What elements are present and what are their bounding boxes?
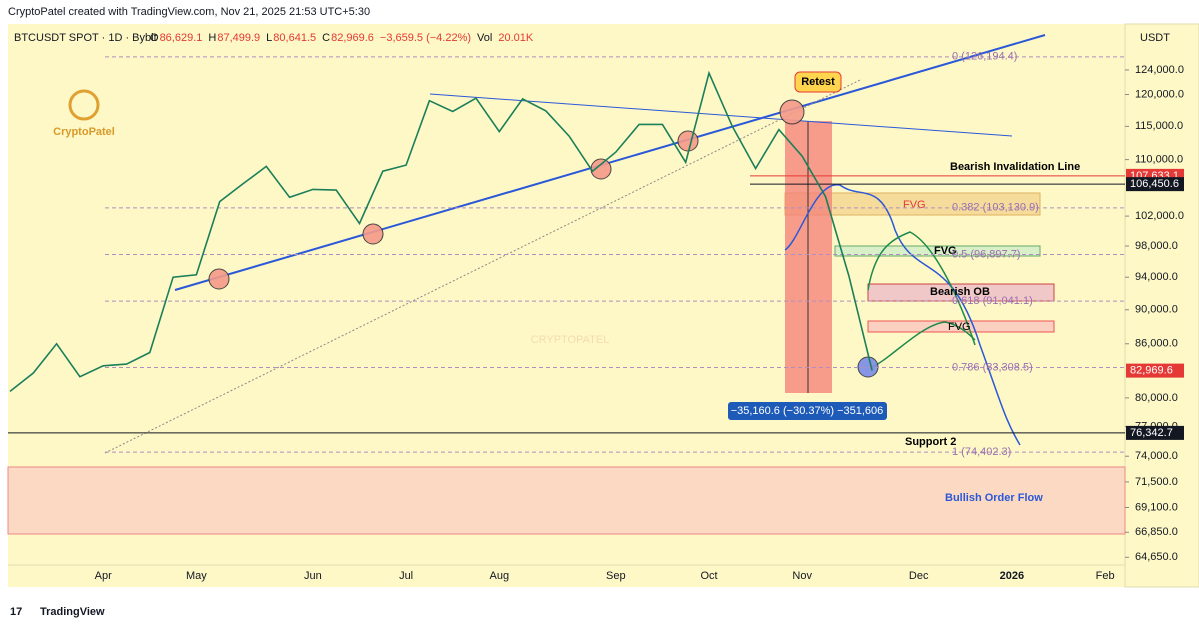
x-tick-label: Jul xyxy=(399,570,413,582)
marker-circle xyxy=(857,356,879,378)
fib-label: 0.5 (96,897.7) xyxy=(952,248,1021,260)
x-tick-label: Apr xyxy=(95,570,112,582)
y-tick-label: 71,500.0 xyxy=(1135,476,1178,488)
y-tick-label: 94,000.0 xyxy=(1135,271,1178,283)
y-tick-label: 74,000.0 xyxy=(1135,450,1178,462)
marker-circle xyxy=(677,130,699,152)
x-tick-label: Oct xyxy=(700,570,717,582)
annotation: FVG xyxy=(903,199,926,211)
fib-label: 0.786 (83,308.5) xyxy=(952,361,1033,373)
annotation: Retest xyxy=(801,76,835,88)
ohlc-part: 87,499.9 xyxy=(217,32,260,44)
price-tag xyxy=(1126,177,1184,192)
ohlc-part: Vol xyxy=(477,32,492,44)
footer-icon: 17 xyxy=(10,606,22,618)
y-tick-label: 120,000.0 xyxy=(1135,88,1184,100)
ohlc-part: 82,969.6 xyxy=(331,32,374,44)
annotation: Bullish Order Flow xyxy=(945,492,1043,504)
annotation: Bearish OB xyxy=(930,286,990,298)
x-tick-label: Dec xyxy=(909,570,929,582)
y-tick-label: 115,000.0 xyxy=(1135,120,1183,132)
fib-label: 1 (74,402.3) xyxy=(952,446,1011,458)
ohlc-part: 80,641.5 xyxy=(273,32,316,44)
y-tick-label: 98,000.0 xyxy=(1135,240,1178,252)
y-tick-label: 110,000.0 xyxy=(1135,153,1183,165)
fib-label: 0.618 (91,041.1) xyxy=(952,295,1033,307)
fib-label: 0.382 (103,130.9) xyxy=(952,202,1039,214)
marker-circle xyxy=(362,223,384,245)
price-tag-label: 106,450.6 xyxy=(1130,178,1179,190)
x-tick-label: 2026 xyxy=(1000,570,1024,582)
currency: USDT xyxy=(1140,32,1170,44)
price-tag xyxy=(1126,425,1184,440)
trendline xyxy=(174,34,1046,291)
annotation: Bearish Invalidation Line xyxy=(950,161,1080,173)
x-tick-label: Jun xyxy=(304,570,322,582)
price-axis xyxy=(1124,23,1199,588)
price-line xyxy=(9,70,873,393)
projection xyxy=(869,321,976,369)
price-tag xyxy=(1126,363,1184,378)
y-tick-label: 66,850.0 xyxy=(1135,526,1178,538)
fib-label: 0 (126,194.4) xyxy=(952,51,1017,63)
price-tag-label: 76,342.7 xyxy=(1130,427,1173,439)
projection xyxy=(867,231,976,346)
annotation: FVG xyxy=(948,321,971,333)
x-tick-label: Nov xyxy=(792,570,812,582)
retest-box xyxy=(794,71,842,93)
annotation: Support 2 xyxy=(905,436,956,448)
y-tick-label: 90,000.0 xyxy=(1135,304,1178,316)
footer-logo: TradingView xyxy=(40,606,105,618)
bullish-zone xyxy=(7,466,1126,535)
price-tag-label: 82,969.6 xyxy=(1130,365,1173,377)
ohlc-part: L xyxy=(266,32,272,44)
ohlc-part: 20.01K xyxy=(498,32,534,44)
trendline xyxy=(104,79,861,454)
ohlc-part: −3,659.5 (−4.22%) xyxy=(380,32,471,44)
footer-bar xyxy=(0,590,1199,637)
fvg-zone xyxy=(834,245,1041,257)
measure-box xyxy=(728,402,887,420)
y-tick-label: 80,000.0 xyxy=(1135,392,1178,404)
x-tick-label: Aug xyxy=(490,570,510,582)
y-tick-label: 86,000.0 xyxy=(1135,338,1178,350)
marker-circle xyxy=(208,268,230,290)
x-tick-label: Feb xyxy=(1096,570,1115,582)
marker-circle xyxy=(779,99,805,125)
fvg-zone xyxy=(867,320,1055,333)
y-tick-label: 102,000.0 xyxy=(1135,210,1184,222)
overlays: Retest FVG FVG FVG Bearish OB Bearish Invalid… xyxy=(8,34,1125,504)
y-tick-label: 124,000.0 xyxy=(1135,64,1184,76)
projection xyxy=(784,184,1021,446)
logo: CryptoPatel xyxy=(53,126,115,138)
x-tick-label: Sep xyxy=(606,570,626,582)
y-tick-label: 69,100.0 xyxy=(1135,501,1178,513)
symbol: BTCUSDT SPOT · 1D · Bybit xyxy=(14,32,157,44)
logo-mark xyxy=(68,89,100,121)
ohlc-part: 86,629.1 xyxy=(160,32,203,44)
y-tick-label: 64,650.0 xyxy=(1135,551,1178,563)
ohlc-part: O xyxy=(150,32,159,44)
annotation: FVG xyxy=(934,245,957,257)
ohlc-part: H xyxy=(208,32,216,44)
annotation: −35,160.6 (−30.37%) −351,606 xyxy=(731,405,884,417)
watermark: CRYPTOPATEL xyxy=(531,334,610,346)
x-tick-label: May xyxy=(186,570,207,582)
credit: CryptoPatel created with TradingView.com… xyxy=(8,6,370,18)
ohlc-part: C xyxy=(322,32,330,44)
